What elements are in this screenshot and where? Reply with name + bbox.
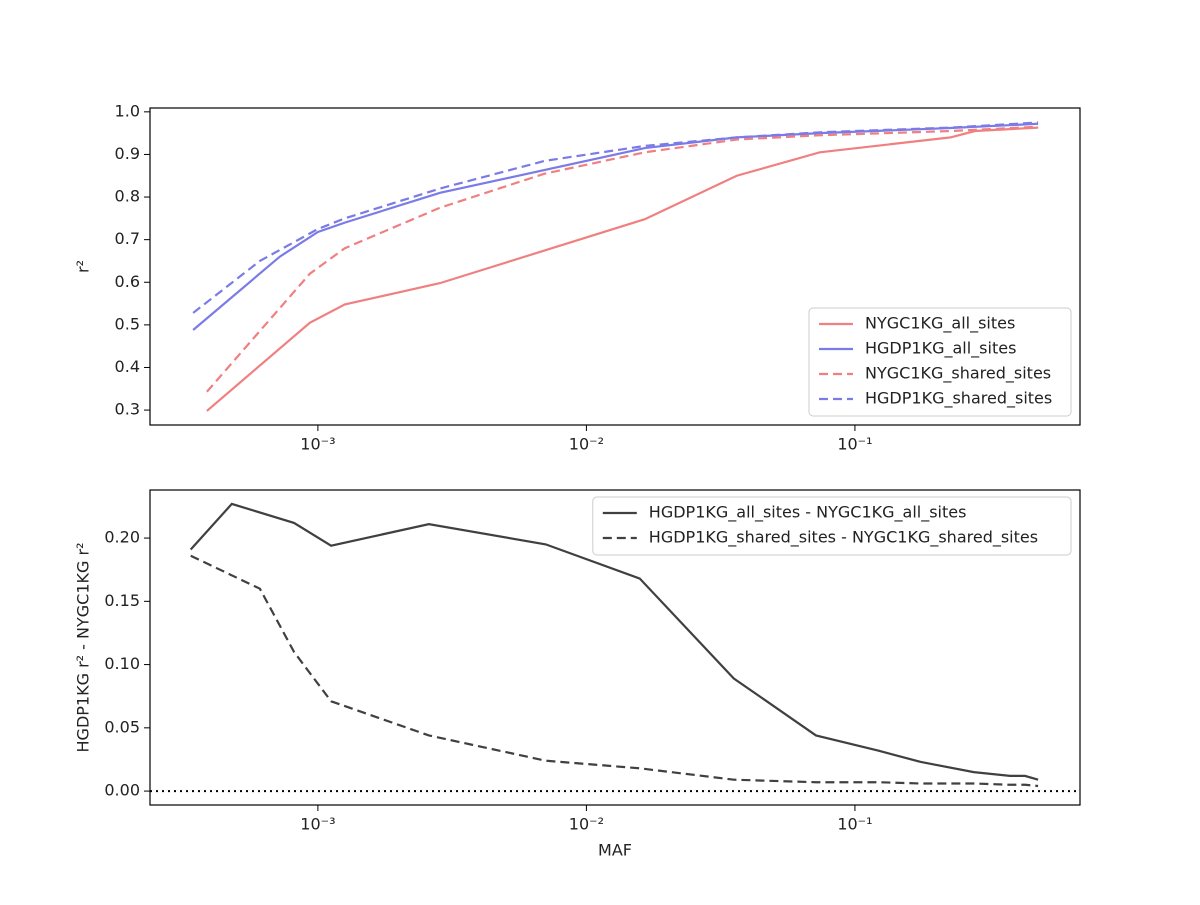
x-tick-label: 10⁻¹	[837, 815, 872, 834]
y-axis-label: HGDP1KG r² - NYGC1KG r²	[74, 543, 93, 753]
x-tick-label: 10⁻¹	[837, 435, 872, 454]
x-tick-label: 10⁻²	[569, 435, 604, 454]
y-tick-label: 0.6	[115, 272, 140, 291]
y-tick-label: 0.00	[104, 781, 140, 800]
series-line	[192, 121, 1039, 314]
y-tick-label: 0.20	[104, 528, 140, 547]
legend-label: HGDP1KG_all_sites - NYGC1KG_all_sites	[649, 503, 967, 523]
y-tick-label: 0.7	[115, 229, 140, 248]
series-line	[206, 125, 1039, 393]
subplot: 10⁻³ 10⁻² 10⁻¹ 0.00 0.05 0.10 0.15 0.20 MAF HGDP1…	[74, 489, 1081, 860]
series-line	[206, 126, 1039, 412]
legend-label: NYGC1KG_shared_sites	[865, 364, 1051, 384]
legend: HGDP1KG_all_sites - NYGC1KG_all_sites HGD…	[592, 496, 1072, 556]
subplot: 10⁻³ 10⁻² 10⁻¹ 0.3 0.4 0.5 0.6 0.7 0.8 0.9 1.0 r² NY…	[74, 101, 1081, 454]
y-tick-label: 0.8	[115, 187, 140, 206]
y-tick-label: 0.15	[104, 591, 140, 610]
plot-frame	[149, 489, 1081, 806]
legend-label: HGDP1KG_shared_sites - NYGC1KG_shared_si…	[649, 528, 1038, 548]
x-tick-label: 10⁻³	[300, 815, 335, 834]
legend-box	[808, 307, 1072, 417]
y-tick-label: 0.3	[115, 400, 140, 419]
x-tick-label: 10⁻³	[300, 435, 335, 454]
legend-box	[592, 496, 1072, 556]
legend-label: HGDP1KG_all_sites	[865, 339, 1016, 359]
x-axis-label: MAF	[598, 841, 632, 860]
y-tick-label: 0.05	[104, 717, 140, 736]
y-tick-label: 0.5	[115, 314, 140, 333]
legend-label: HGDP1KG_shared_sites	[865, 389, 1052, 409]
series-line	[190, 554, 1039, 788]
y-axis-label: r²	[74, 260, 93, 273]
y-tick-label: 0.4	[115, 357, 140, 376]
y-tick-label: 0.10	[104, 654, 140, 673]
legend-label: NYGC1KG_all_sites	[865, 314, 1015, 334]
series-line	[192, 122, 1039, 331]
legend: NYGC1KG_all_sites HGDP1KG_all_sites NYGC1K…	[808, 307, 1072, 417]
x-tick-label: 10⁻²	[569, 815, 604, 834]
y-tick-label: 0.9	[115, 144, 140, 163]
y-tick-label: 1.0	[115, 101, 140, 120]
plot-frame	[149, 107, 1081, 426]
series-line	[189, 502, 1039, 781]
